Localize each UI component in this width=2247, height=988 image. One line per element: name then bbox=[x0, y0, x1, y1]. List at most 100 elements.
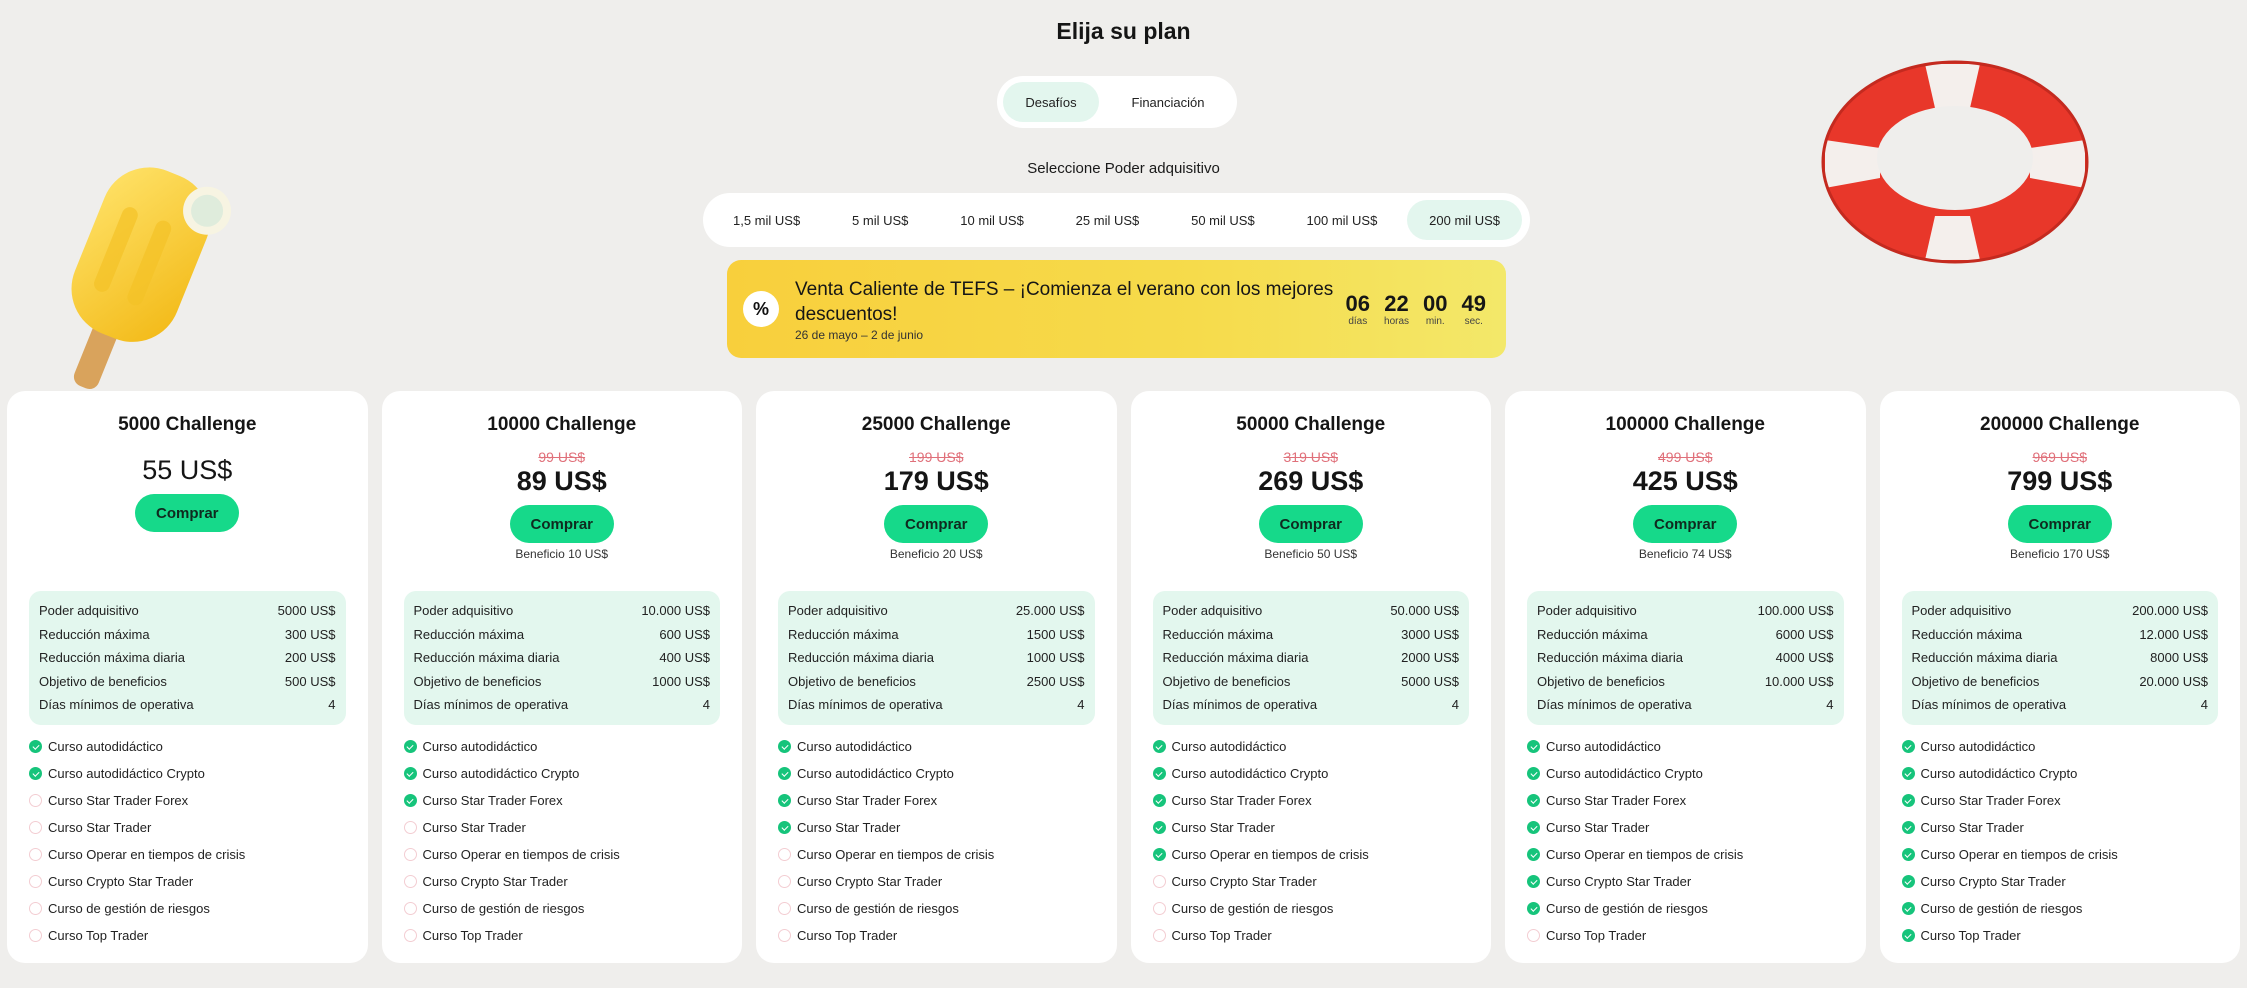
stat-value: 25.000 US$ bbox=[1015, 603, 1085, 619]
feature-item: Curso Top Trader bbox=[1152, 922, 1470, 949]
feature-label: Curso Crypto Star Trader bbox=[1546, 874, 1692, 889]
plan-old-price: 319 US$ bbox=[1283, 449, 1338, 465]
stat-row: Objetivo de beneficios 1000 US$ bbox=[414, 670, 711, 694]
countdown-label: días bbox=[1348, 315, 1368, 327]
check-icon bbox=[1527, 740, 1540, 753]
power-option-10k[interactable]: 10 mil US$ bbox=[960, 212, 1024, 228]
plan-title: 25000 Challenge bbox=[861, 414, 1011, 435]
stat-row: Reducción máxima diaria 400 US$ bbox=[414, 646, 711, 670]
feature-label: Curso Star Trader Forex bbox=[797, 793, 938, 808]
feature-label: Curso Operar en tiempos de crisis bbox=[48, 847, 246, 862]
plan-benefit: Beneficio 20 US$ bbox=[889, 547, 983, 561]
empty-circle-icon bbox=[403, 929, 417, 942]
feature-item: Curso autodidáctico bbox=[29, 733, 346, 760]
power-option-1-5k[interactable]: 1,5 mil US$ bbox=[733, 212, 801, 228]
empty-circle-icon bbox=[1152, 875, 1166, 888]
check-icon bbox=[1901, 848, 1915, 861]
buy-button[interactable]: Comprar bbox=[1258, 505, 1363, 543]
feature-label: Curso Operar en tiempos de crisis bbox=[1171, 847, 1369, 862]
stat-row: Reducción máxima diaria 8000 US$ bbox=[1912, 646, 2209, 670]
empty-circle-icon bbox=[403, 848, 417, 861]
empty-circle-icon bbox=[29, 875, 42, 888]
feature-item: Curso autodidáctico Crypto bbox=[778, 760, 1095, 787]
power-option-50k[interactable]: 50 mil US$ bbox=[1191, 212, 1255, 228]
feature-item: Curso Crypto Star Trader bbox=[1901, 868, 2219, 895]
stat-row: Días mínimos de operativa 4 bbox=[1912, 693, 2209, 717]
stat-row: Poder adquisitivo 25.000 US$ bbox=[788, 599, 1085, 623]
stat-row: Objetivo de beneficios 20.000 US$ bbox=[1912, 670, 2209, 694]
stat-label: Días mínimos de operativa bbox=[39, 697, 194, 713]
feature-item: Curso Star Trader bbox=[1527, 814, 1844, 841]
check-icon bbox=[1901, 794, 1915, 807]
feature-item: Curso Star Trader bbox=[29, 814, 346, 841]
stat-value: 200.000 US$ bbox=[2132, 603, 2208, 619]
check-icon bbox=[1527, 767, 1540, 780]
feature-item: Curso Top Trader bbox=[778, 922, 1095, 949]
empty-circle-icon bbox=[778, 875, 791, 888]
plan-price: 425 US$ bbox=[1632, 466, 1738, 496]
feature-label: Curso Star Trader Forex bbox=[1171, 793, 1312, 808]
stat-value: 300 US$ bbox=[284, 626, 336, 642]
feature-item: Curso autodidáctico Crypto bbox=[1152, 760, 1470, 787]
feature-item: Curso Star Trader bbox=[1901, 814, 2219, 841]
feature-item: Curso autodidáctico Crypto bbox=[1527, 760, 1844, 787]
buy-button[interactable]: Comprar bbox=[135, 494, 240, 532]
stat-row: Poder adquisitivo 10.000 US$ bbox=[414, 599, 711, 623]
feature-item: Curso Star Trader Forex bbox=[1152, 787, 1470, 814]
feature-label: Curso Star Trader bbox=[797, 820, 901, 835]
power-option-200k[interactable]: 200 mil US$ bbox=[1407, 200, 1522, 240]
stat-row: Reducción máxima diaria 4000 US$ bbox=[1537, 646, 1834, 670]
countdown-hours: 22 horas bbox=[1384, 291, 1409, 327]
mode-toggle: Desafíos Financiación bbox=[997, 76, 1237, 128]
empty-circle-icon bbox=[778, 848, 791, 861]
stat-label: Poder adquisitivo bbox=[1162, 603, 1263, 619]
stat-row: Poder adquisitivo 50.000 US$ bbox=[1163, 599, 1460, 623]
check-icon bbox=[1901, 902, 1915, 915]
feature-label: Curso Crypto Star Trader bbox=[422, 874, 568, 889]
stat-row: Objetivo de beneficios 2500 US$ bbox=[788, 670, 1085, 694]
stat-label: Reducción máxima bbox=[413, 626, 525, 642]
empty-circle-icon bbox=[403, 902, 417, 915]
stat-row: Objetivo de beneficios 10.000 US$ bbox=[1537, 670, 1834, 694]
power-option-25k[interactable]: 25 mil US$ bbox=[1075, 212, 1140, 228]
feature-label: Curso Top Trader bbox=[1546, 928, 1647, 943]
plan-benefit: Beneficio 170 US$ bbox=[2010, 547, 2110, 561]
tab-desafios[interactable]: Desafíos bbox=[1003, 82, 1099, 122]
plan-card: 5000 Challenge 55 US$ Comprar Poder adquis… bbox=[7, 391, 368, 963]
stat-value: 200 US$ bbox=[284, 650, 336, 666]
plan-stats: Poder adquisitivo 100.000 US$ Reducción … bbox=[1527, 591, 1844, 725]
feature-item: Curso Top Trader bbox=[1901, 922, 2219, 949]
stat-value: 4 bbox=[1451, 697, 1459, 713]
stat-label: Poder adquisitivo bbox=[39, 603, 139, 619]
feature-label: Curso Star Trader bbox=[1546, 820, 1650, 835]
check-icon bbox=[1527, 794, 1540, 807]
stat-row: Días mínimos de operativa 4 bbox=[414, 693, 711, 717]
feature-label: Curso Top Trader bbox=[1171, 928, 1272, 943]
check-icon bbox=[403, 740, 417, 753]
buy-button[interactable]: Comprar bbox=[509, 505, 614, 543]
stat-label: Reducción máxima bbox=[1911, 626, 2023, 642]
empty-circle-icon bbox=[403, 875, 417, 888]
check-icon bbox=[1152, 848, 1166, 861]
plan-card: 200000 Challenge 969 US$ 799 US$ Comprar Ben… bbox=[1879, 391, 2240, 963]
stat-value: 1000 US$ bbox=[652, 673, 710, 689]
check-icon bbox=[403, 767, 417, 780]
plan-stats: Poder adquisitivo 5000 US$ Reducción máx… bbox=[29, 591, 346, 725]
stat-value: 500 US$ bbox=[284, 673, 336, 689]
buy-button[interactable]: Comprar bbox=[884, 505, 989, 543]
power-option-5k[interactable]: 5 mil US$ bbox=[852, 212, 909, 228]
stat-value: 400 US$ bbox=[659, 650, 710, 666]
feature-item: Curso Top Trader bbox=[1527, 922, 1844, 949]
feature-item: Curso de gestión de riesgos bbox=[29, 895, 346, 922]
promo-dates: 26 de mayo – 2 de junio bbox=[795, 327, 924, 342]
stat-label: Reducción máxima diaria bbox=[1162, 650, 1309, 666]
feature-label: Curso Star Trader Forex bbox=[1546, 793, 1687, 808]
buy-button[interactable]: Comprar bbox=[2007, 505, 2112, 543]
feature-item: Curso de gestión de riesgos bbox=[1152, 895, 1470, 922]
tab-financiacion[interactable]: Financiación bbox=[1131, 94, 1205, 110]
buy-button[interactable]: Comprar bbox=[1633, 505, 1738, 543]
stat-row: Reducción máxima 3000 US$ bbox=[1163, 623, 1460, 647]
power-option-100k[interactable]: 100 mil US$ bbox=[1306, 212, 1378, 228]
check-icon bbox=[1901, 740, 1915, 753]
empty-circle-icon bbox=[403, 821, 417, 834]
